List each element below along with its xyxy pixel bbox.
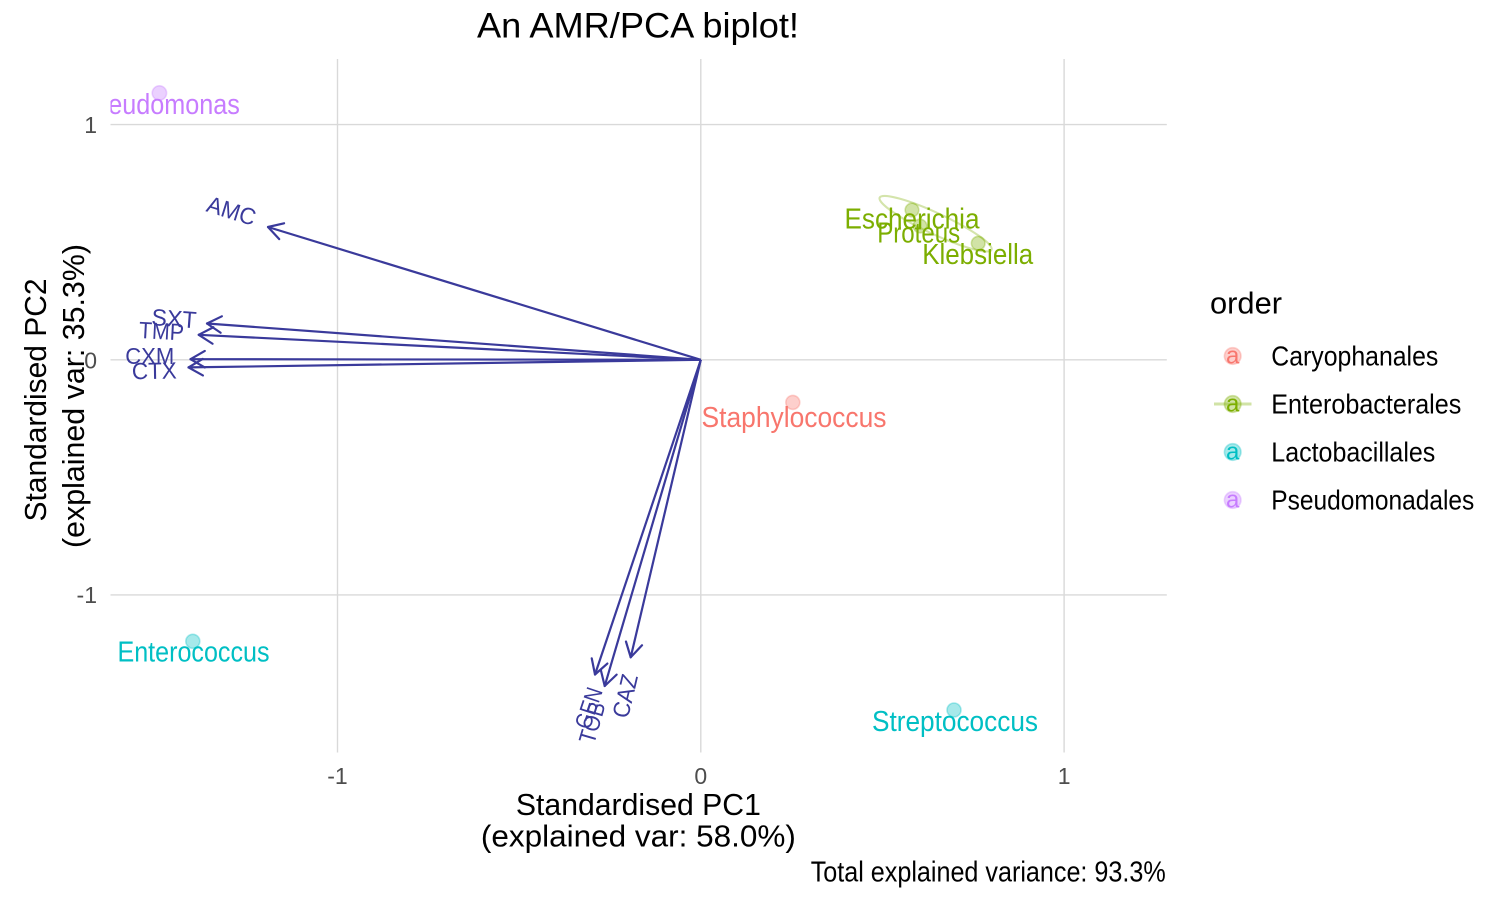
svg-text:TMP: TMP [138, 317, 184, 345]
svg-text:Enterococcus: Enterococcus [118, 636, 270, 668]
svg-text:(explained var: 58.0%): (explained var: 58.0%) [481, 819, 796, 854]
svg-text:Streptococcus: Streptococcus [872, 706, 1038, 738]
svg-text:Standardised PC1: Standardised PC1 [516, 787, 761, 822]
svg-text:1: 1 [84, 112, 97, 138]
svg-text:a: a [1226, 439, 1240, 466]
svg-text:Standardised PC2: Standardised PC2 [18, 279, 53, 522]
svg-text:SXT: SXT [151, 304, 198, 333]
svg-text:Pseudomonadales: Pseudomonadales [1271, 484, 1474, 515]
svg-text:Escherichia: Escherichia [845, 204, 980, 236]
svg-text:Staphylococcus: Staphylococcus [702, 402, 887, 434]
svg-text:CXM: CXM [125, 343, 174, 369]
svg-text:Pseudomonas: Pseudomonas [79, 89, 240, 121]
svg-text:-1: -1 [327, 763, 347, 789]
svg-text:0: 0 [694, 763, 707, 789]
svg-text:Proteus: Proteus [877, 218, 960, 250]
svg-text:0: 0 [84, 347, 97, 373]
svg-text:a: a [1226, 487, 1240, 514]
svg-text:order: order [1210, 285, 1282, 320]
svg-text:Caryophanales: Caryophanales [1271, 340, 1438, 371]
svg-text:Klebsiella: Klebsiella [922, 239, 1033, 271]
svg-text:Enterobacterales: Enterobacterales [1271, 388, 1461, 419]
svg-text:a: a [1226, 391, 1240, 418]
svg-text:Total explained variance: 93.3: Total explained variance: 93.3% [811, 856, 1166, 888]
svg-text:An AMR/PCA biplot!: An AMR/PCA biplot! [477, 7, 799, 46]
svg-text:CTX: CTX [132, 358, 178, 385]
svg-text:-1: -1 [77, 582, 97, 608]
svg-text:Lactobacillales: Lactobacillales [1271, 436, 1435, 467]
svg-text:a: a [1226, 343, 1240, 370]
svg-text:(explained var: 35.3%): (explained var: 35.3%) [56, 244, 91, 548]
svg-text:1: 1 [1058, 763, 1071, 789]
